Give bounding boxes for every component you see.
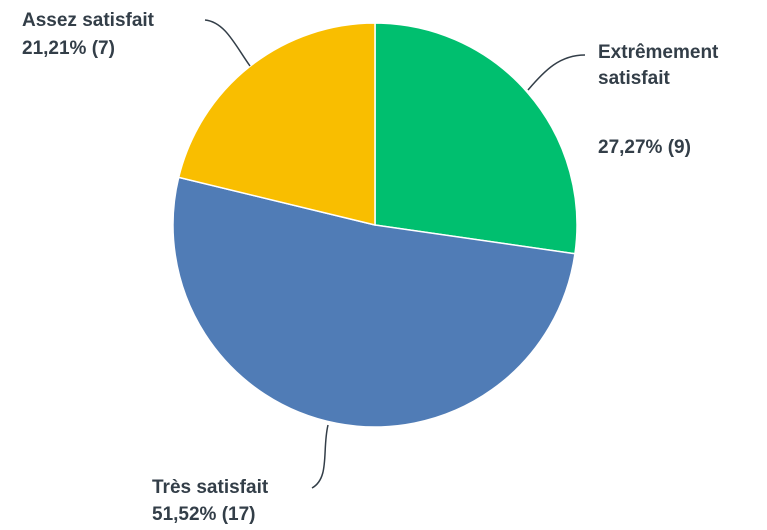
leader-line <box>204 19 251 67</box>
value-label: 51,52% (17) <box>152 504 256 525</box>
slice-label: Très satisfait <box>152 477 269 498</box>
slice-label: Assez satisfait <box>22 10 155 31</box>
value-label: 21,21% (7) <box>22 38 115 59</box>
pie-slice <box>172 176 576 428</box>
leader-line <box>311 424 329 489</box>
pie-slice <box>374 22 578 255</box>
pie <box>172 22 578 428</box>
slice-label: Extrêmement satisfait <box>598 42 719 89</box>
leader-line <box>527 54 586 91</box>
value-label: 27,27% (9) <box>598 137 691 158</box>
pie-slice <box>177 22 376 226</box>
